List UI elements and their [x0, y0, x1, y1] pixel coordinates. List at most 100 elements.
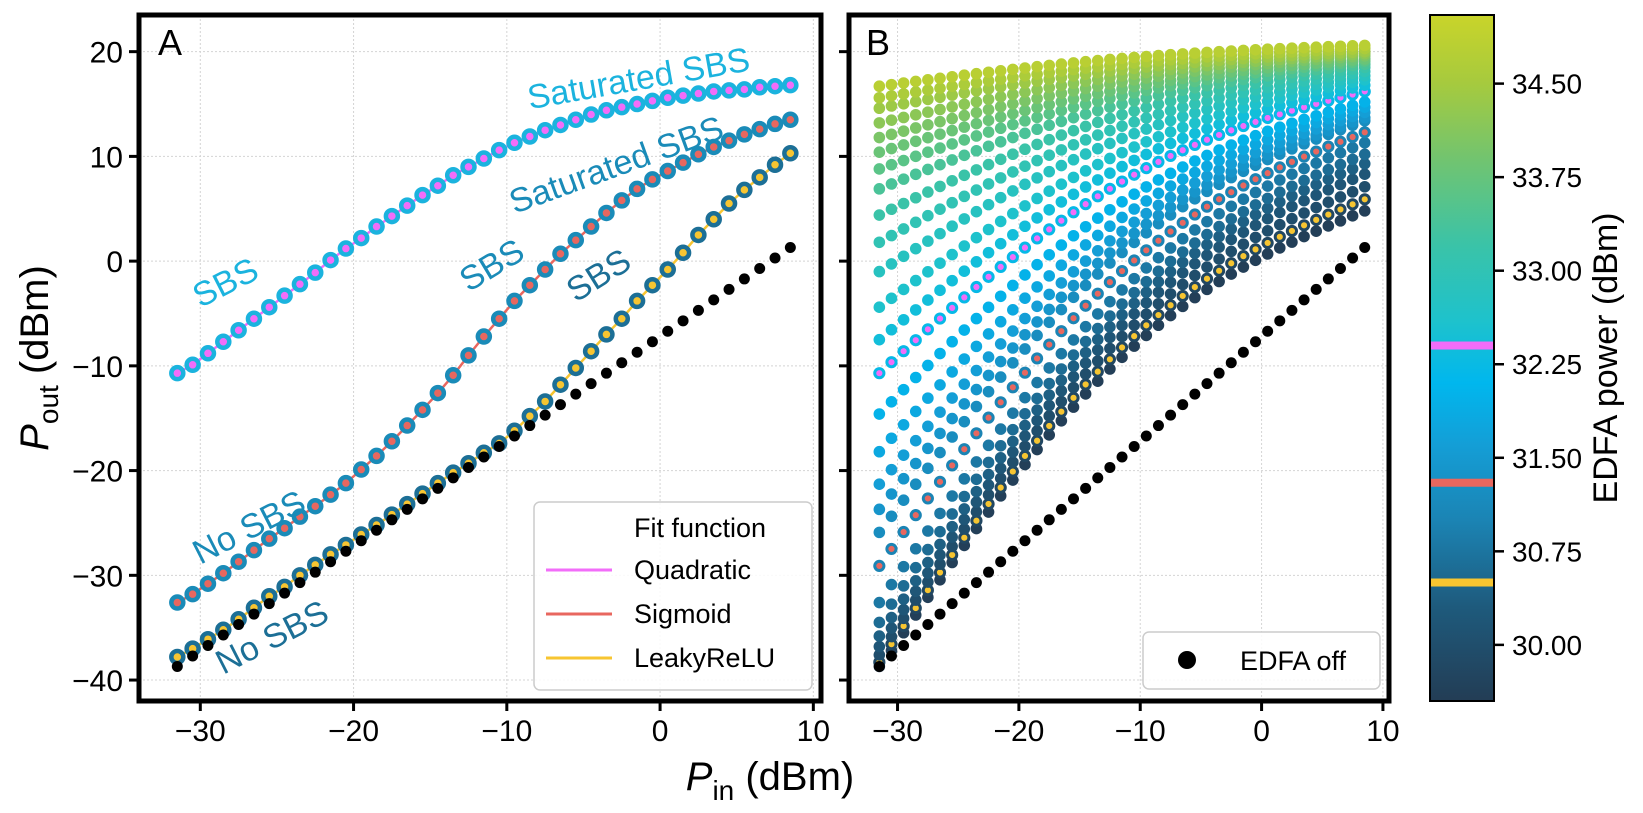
data-point [970, 473, 983, 486]
x-tick-label: 10 [797, 715, 830, 748]
data-point [970, 496, 983, 508]
data-point [1152, 187, 1165, 200]
data-point [970, 256, 983, 268]
data-point [897, 77, 910, 89]
data-point [598, 102, 615, 119]
data-point [432, 482, 444, 494]
data-point [506, 292, 523, 310]
panel-b-legend: EDFA off [1142, 631, 1381, 690]
data-point [1055, 259, 1068, 272]
data-point [982, 198, 995, 211]
data-point [1007, 166, 1019, 178]
data-point [1116, 160, 1128, 173]
data-point [554, 399, 566, 411]
data-point [1164, 225, 1177, 238]
data-point [1225, 165, 1238, 178]
data-point [909, 371, 922, 384]
data-point [1225, 223, 1238, 235]
data-point [1128, 272, 1140, 285]
data-point [922, 420, 934, 433]
data-point [1261, 180, 1274, 192]
data-point [1262, 325, 1274, 337]
data-point [1346, 210, 1359, 222]
data-point [383, 433, 401, 450]
data-point [1286, 212, 1298, 225]
data-point [1116, 98, 1128, 110]
data-point [982, 66, 995, 79]
data-point [1152, 265, 1165, 278]
data-point [922, 209, 934, 222]
data-point [1152, 420, 1164, 432]
data-point [1334, 203, 1347, 216]
data-point [1213, 253, 1225, 265]
data-point [1201, 179, 1213, 191]
data-point [1043, 133, 1056, 146]
data-point [1079, 299, 1092, 312]
data-point [1273, 206, 1286, 219]
data-point [1128, 254, 1141, 267]
data-point [1152, 209, 1165, 222]
data-point [1055, 159, 1068, 172]
data-point [1019, 86, 1031, 98]
data-point [1189, 117, 1201, 129]
data-point [1115, 264, 1129, 278]
panel-b-frame [846, 12, 1392, 704]
data-point [970, 383, 983, 396]
data-point [1201, 215, 1213, 228]
data-point [910, 629, 922, 641]
data-point [922, 392, 934, 404]
data-point [982, 178, 995, 190]
data-point [1237, 250, 1250, 263]
data-point [970, 577, 982, 589]
data-point [909, 86, 922, 98]
data-point [885, 630, 898, 643]
data-point [1043, 316, 1056, 329]
data-point [1031, 376, 1043, 389]
data-point [1310, 41, 1322, 53]
data-point [1031, 443, 1043, 456]
data-point [994, 153, 1007, 166]
data-point [897, 593, 910, 605]
data-point [934, 142, 946, 154]
data-point [1104, 295, 1116, 308]
colorbar-marker [1430, 578, 1494, 587]
data-point [885, 178, 898, 190]
data-point [1043, 429, 1056, 441]
data-point [782, 111, 799, 128]
data-point [1091, 104, 1104, 117]
data-point [873, 236, 886, 249]
data-point [337, 474, 355, 492]
data-point [1261, 43, 1274, 56]
panel-a-ticks: −30 −20 −10 0 10 −40 −30 −20 −10 0 10 20 [72, 37, 830, 748]
data-point [401, 503, 413, 515]
legend-box [1142, 631, 1381, 690]
data-point [897, 97, 910, 110]
data-point [708, 294, 720, 306]
data-point [1322, 208, 1335, 221]
data-point [429, 177, 447, 194]
data-point [946, 392, 958, 404]
data-point [1189, 98, 1201, 110]
data-point [738, 273, 750, 285]
data-point [1164, 309, 1177, 322]
data-point [1164, 114, 1177, 127]
data-point [1055, 291, 1068, 304]
data-point [994, 122, 1007, 135]
data-point [994, 90, 1007, 103]
x-tick-label: −30 [872, 715, 923, 748]
data-point [1225, 268, 1238, 280]
data-point [417, 493, 429, 505]
data-point [1213, 230, 1225, 243]
data-point [934, 115, 946, 128]
data-point [922, 266, 934, 278]
data-point [1176, 289, 1189, 303]
data-point [1067, 206, 1080, 219]
data-point [1007, 325, 1019, 337]
data-point [552, 245, 569, 263]
data-point [1201, 170, 1213, 182]
data-point [922, 106, 934, 118]
data-point [885, 258, 898, 270]
data-point [909, 135, 922, 148]
data-point [1237, 102, 1250, 114]
data-point [1043, 203, 1056, 216]
